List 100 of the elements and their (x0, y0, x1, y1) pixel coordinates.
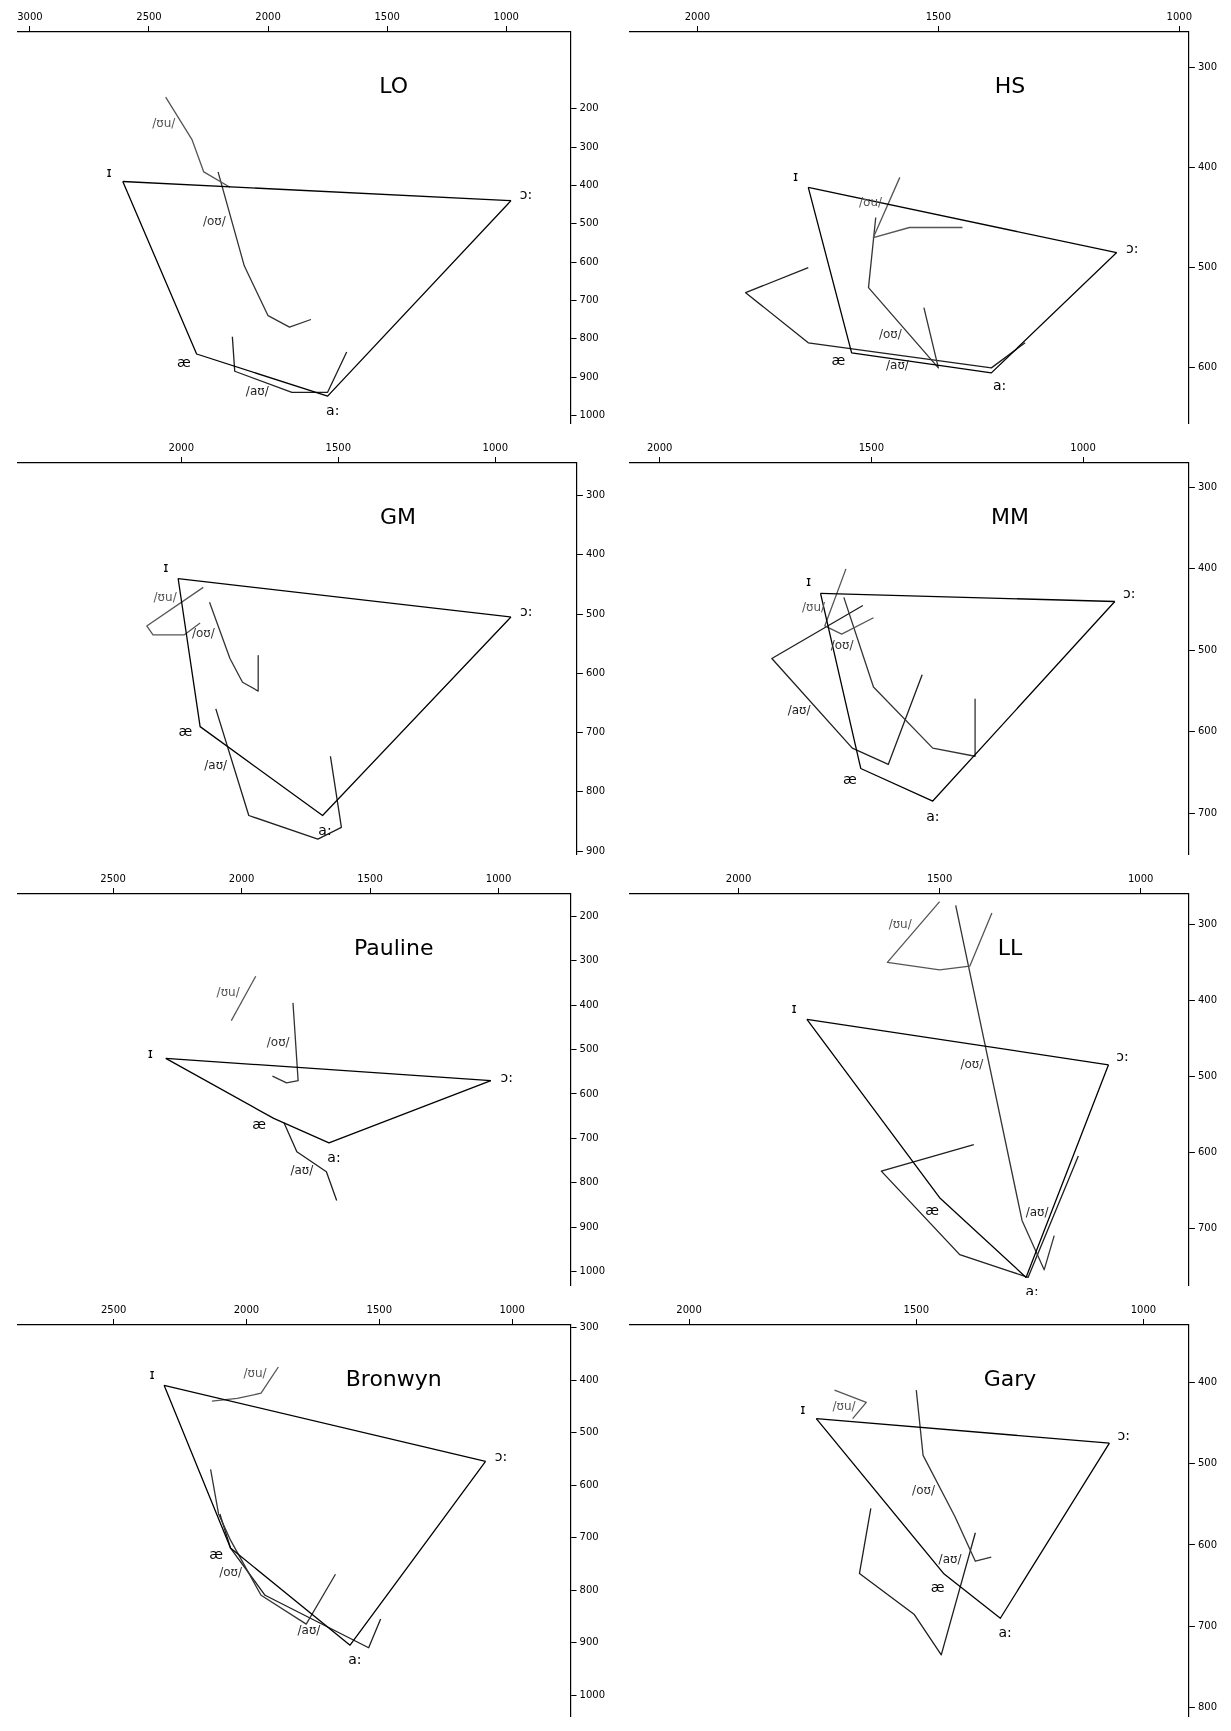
y-tick-label: 500 (585, 607, 606, 619)
x-tick-label: 2000 (168, 441, 194, 453)
annotation: ɔ: (1126, 239, 1139, 256)
y-tick-label: 700 (1197, 1619, 1218, 1631)
series-label: /oʊ/ (878, 327, 903, 342)
y-tick-label: 600 (579, 255, 599, 267)
y-tick-label: 300 (579, 1321, 599, 1333)
x-tick-label: 2000 (684, 10, 711, 22)
series-label: /aʊ/ (290, 1162, 315, 1177)
y-tick-label: 300 (579, 954, 599, 966)
x-tick-label: 2000 (255, 10, 281, 22)
annotation: ɪ (791, 1000, 797, 1017)
y-tick-label: 600 (1197, 1145, 1218, 1157)
y-tick-label: 600 (579, 1478, 599, 1490)
annotation: ɪ (805, 573, 812, 590)
series-label: /oʊ/ (960, 1057, 985, 1072)
series-label: /ʊu/ (888, 916, 913, 931)
y-tick-label: 500 (1197, 1069, 1218, 1081)
y-tick-label: 600 (1197, 725, 1218, 737)
series-label: /oʊ/ (912, 1483, 936, 1498)
annotation: æ (177, 354, 192, 371)
y-tick-label: 300 (1197, 481, 1218, 493)
annotation: ɪ (163, 558, 169, 575)
annotation: ɔ: (500, 1069, 513, 1086)
annotation: a: (993, 377, 1007, 394)
x-tick-label: 1500 (858, 441, 885, 453)
x-tick-label: 2000 (676, 1303, 702, 1315)
series-label: /aʊ/ (938, 1552, 963, 1567)
y-tick-label: 500 (579, 1426, 599, 1438)
x-tick-label: 1500 (903, 1303, 929, 1315)
text: MM (991, 503, 1030, 529)
series-label: /aʊ/ (1025, 1204, 1050, 1219)
y-tick-label: 500 (579, 217, 599, 229)
text: Pauline (354, 934, 434, 960)
y-tick-label: 700 (1197, 806, 1218, 818)
y-tick-label: 800 (585, 785, 606, 797)
x-tick-label: 1500 (925, 10, 952, 22)
annotation: ɔ: (1117, 1426, 1130, 1443)
series-label: /ʊu/ (216, 985, 241, 1000)
y-tick-label: 900 (579, 1636, 599, 1648)
text: LL (997, 934, 1024, 960)
y-tick-label: 600 (585, 666, 606, 678)
y-tick-label: 900 (585, 844, 606, 856)
annotation: ɔ: (1116, 1047, 1129, 1064)
series-label: /aʊ/ (886, 358, 910, 373)
y-tick-label: 900 (579, 1220, 599, 1232)
x-tick-label: 1000 (1166, 10, 1192, 22)
x-tick-label: 1500 (366, 1303, 393, 1315)
annotation: ɪ (793, 168, 799, 185)
y-tick-label: 400 (1197, 160, 1218, 172)
annotation: a: (318, 821, 332, 838)
y-tick-label: 600 (1197, 361, 1218, 373)
y-tick-label: 400 (1197, 562, 1218, 574)
annotation: ɔ: (519, 602, 533, 619)
y-tick-label: 800 (579, 332, 599, 344)
series-label: /aʊ/ (297, 1623, 322, 1638)
y-tick-label: 700 (579, 1131, 599, 1143)
x-tick-label: 1000 (493, 10, 519, 22)
annotation: ɪ (149, 1365, 155, 1382)
y-tick-label: 300 (585, 489, 606, 501)
series-label: /oʊ/ (266, 1034, 291, 1049)
x-tick-label: 1000 (1127, 872, 1154, 884)
series-label: /aʊ/ (204, 757, 229, 772)
y-tick-label: 300 (579, 140, 599, 152)
x-tick-label: 2500 (100, 872, 126, 884)
annotation: æ (831, 352, 846, 369)
text: GM (380, 503, 417, 529)
y-tick-label: 400 (579, 998, 599, 1010)
annotation: ɔ: (1122, 585, 1136, 602)
annotation: ɪ (106, 163, 112, 180)
annotation: æ (925, 1202, 940, 1219)
series-label: /aʊ/ (245, 384, 270, 399)
annotation: æ (843, 770, 858, 787)
y-tick-label: 700 (579, 1531, 599, 1543)
y-tick-label: 800 (579, 1176, 599, 1188)
y-tick-label: 700 (579, 293, 599, 305)
series-label: /oʊ/ (219, 1565, 243, 1580)
annotation: æ (252, 1115, 267, 1132)
annotation: ɔ: (494, 1447, 508, 1464)
x-tick-label: 1500 (374, 10, 400, 22)
x-tick-label: 1500 (325, 441, 351, 453)
x-tick-label: 2000 (646, 441, 673, 453)
annotation: ɪ (800, 1400, 806, 1417)
annotation: a: (348, 1651, 362, 1668)
series-label: /ʊu/ (243, 1366, 268, 1381)
annotation: ɪ (147, 1044, 153, 1061)
y-tick-label: 900 (579, 370, 599, 382)
y-tick-label: 400 (579, 178, 599, 190)
y-tick-label: 400 (1197, 1375, 1218, 1387)
y-tick-label: 200 (579, 909, 599, 921)
y-tick-label: 500 (1197, 1457, 1218, 1469)
x-tick-label: 1000 (485, 872, 512, 884)
y-tick-label: 200 (579, 102, 599, 114)
annotation: æ (178, 723, 193, 740)
series-label: /ʊu/ (152, 116, 177, 131)
y-tick-label: 800 (579, 1583, 599, 1595)
y-tick-label: 700 (585, 726, 606, 738)
y-tick-label: 500 (1197, 261, 1218, 273)
y-tick-label: 1000 (579, 408, 605, 420)
series-label: /ʊu/ (153, 589, 178, 604)
